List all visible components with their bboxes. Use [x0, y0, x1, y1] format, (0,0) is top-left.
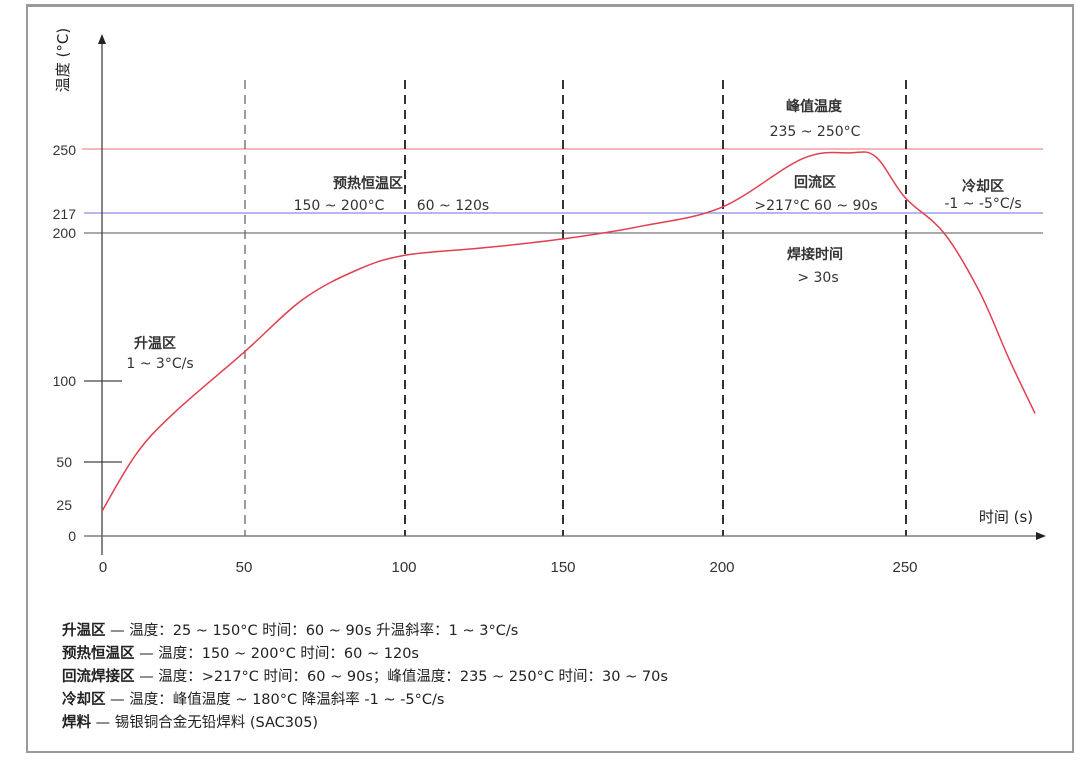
temperature-curve — [101, 151, 1036, 512]
svg-text:100: 100 — [53, 373, 77, 389]
annotation-reflow-title: 回流区 — [794, 174, 836, 191]
annotation-reflow-detail: >217°C 60 ~ 90s — [754, 198, 877, 214]
svg-text:200: 200 — [53, 225, 77, 241]
legend-line-reflow: 回流焊接区 — 温度：>217°C 时间：60 ~ 90s；峰值温度：235 ~… — [62, 669, 668, 685]
y-ticks — [84, 380, 122, 463]
legend-line-solder: 焊料 — 锡银铜合金无铅焊料 (SAC305) — [62, 715, 319, 731]
annotation-cool-detail: -1 ~ -5°C/s — [944, 196, 1021, 212]
annotation-soak-temp: 150 ~ 200°C — [294, 198, 385, 214]
legend-line-ramp: 升温区 — 温度：25 ~ 150°C 时间：60 ~ 90s 升温斜率：1 ~… — [62, 623, 519, 639]
legend-line-soak: 预热恒温区 — 温度：150 ~ 200°C 时间：60 ~ 120s — [62, 646, 419, 662]
annotation-peak-title: 峰值温度 — [786, 98, 843, 115]
annotation-wetting-title: 焊接时间 — [787, 246, 843, 263]
svg-text:50: 50 — [56, 454, 72, 470]
legend: 升温区 — 温度：25 ~ 150°C 时间：60 ~ 90s 升温斜率：1 ~… — [62, 620, 668, 735]
zone-dividers — [244, 80, 907, 536]
x-tick-labels: 0 50 100 150 200 250 — [99, 559, 918, 576]
annotation-soak-title: 预热恒温区 — [333, 175, 403, 192]
svg-text:217: 217 — [53, 206, 77, 222]
svg-text:200: 200 — [709, 559, 734, 576]
annotation-wetting-detail: > 30s — [797, 270, 838, 286]
chart-frame — [26, 4, 1074, 753]
annotation-ramp-detail: 1 ~ 3°C/s — [126, 356, 193, 372]
zone-annotations: 升温区 1 ~ 3°C/s 预热恒温区 150 ~ 200°C 60 ~ 120… — [126, 98, 1021, 372]
annotation-ramp-title: 升温区 — [134, 335, 176, 352]
y-axis-arrow-icon — [98, 34, 106, 44]
legend-line-cooling: 冷却区 — 温度：峰值温度 ~ 180°C 降温斜率 -1 ~ -5°C/s — [62, 692, 445, 708]
y-tick-labels: 250 217 200 100 50 25 0 — [53, 142, 77, 544]
annotation-soak-time: 60 ~ 120s — [417, 198, 489, 214]
x-axis-arrow-icon — [1036, 532, 1046, 540]
annotation-peak-detail: 235 ~ 250°C — [770, 124, 861, 140]
svg-text:150: 150 — [550, 559, 575, 576]
svg-text:50: 50 — [236, 559, 253, 576]
svg-text:25: 25 — [56, 497, 72, 513]
svg-text:250: 250 — [892, 559, 917, 576]
svg-text:250: 250 — [53, 142, 77, 158]
svg-text:0: 0 — [99, 559, 107, 576]
svg-text:100: 100 — [391, 559, 416, 576]
y-axis-title: 温度 (°C) — [54, 28, 72, 92]
annotation-cool-title: 冷却区 — [962, 178, 1004, 195]
svg-text:0: 0 — [68, 528, 76, 544]
x-axis-title: 时间 (s) — [979, 508, 1033, 526]
